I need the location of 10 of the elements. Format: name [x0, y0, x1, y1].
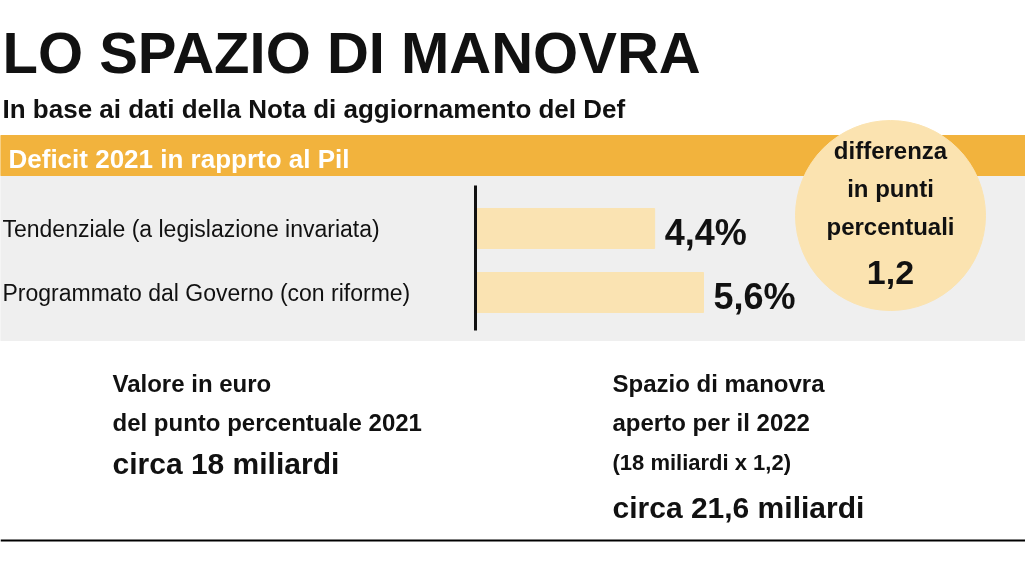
- chart-subtitle: In base ai dati della Nota di aggiornamento del Def: [2, 93, 626, 124]
- data-label: 5,6%: [713, 276, 796, 317]
- text: Valore in euro del punto percentuale 2021 circa 18 miliardi: [112, 370, 422, 480]
- text: differenza in punti percentuali 1,2: [826, 137, 955, 291]
- data-label: 4,4%: [664, 212, 747, 253]
- text: Spazio di manovra aperto per il 2022 (18 miliardi x 1,2) circa 21,6 miliardi: [612, 370, 865, 524]
- chart-title: LO SPAZIO DI MANOVRA: [2, 20, 701, 85]
- y-tick-label: Programmato dal Governo (con riforme): [2, 279, 411, 306]
- text: Deficit 2021 in rapprto al Pil: [8, 143, 350, 174]
- y-tick-label: Tendenziale (a legislazione invariata): [2, 215, 380, 242]
